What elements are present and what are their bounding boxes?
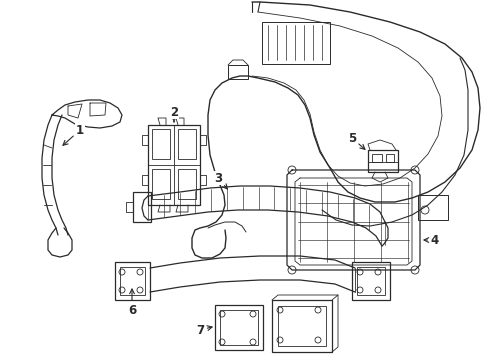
Text: 4: 4 [424, 234, 439, 247]
Bar [368, 150, 398, 172]
Bar [372, 154, 382, 162]
Bar [152, 129, 170, 159]
Text: 7: 7 [196, 324, 212, 337]
Bar [220, 310, 258, 345]
Bar [215, 305, 263, 350]
Bar [178, 129, 196, 159]
Text: 2: 2 [170, 105, 178, 122]
Text: 5: 5 [348, 131, 365, 149]
Bar [228, 65, 248, 79]
Bar [418, 195, 448, 220]
Bar [272, 300, 332, 352]
Bar [178, 169, 196, 199]
Bar [120, 267, 145, 295]
Text: 1: 1 [63, 123, 84, 145]
Bar [262, 22, 330, 64]
Bar [152, 169, 170, 199]
Bar [115, 262, 150, 300]
Text: 3: 3 [214, 171, 227, 189]
Bar [357, 267, 385, 295]
Bar [148, 125, 200, 205]
Bar [133, 192, 151, 222]
Bar [386, 154, 394, 162]
Bar [352, 262, 390, 300]
Bar [278, 306, 326, 346]
Text: 6: 6 [128, 289, 136, 316]
